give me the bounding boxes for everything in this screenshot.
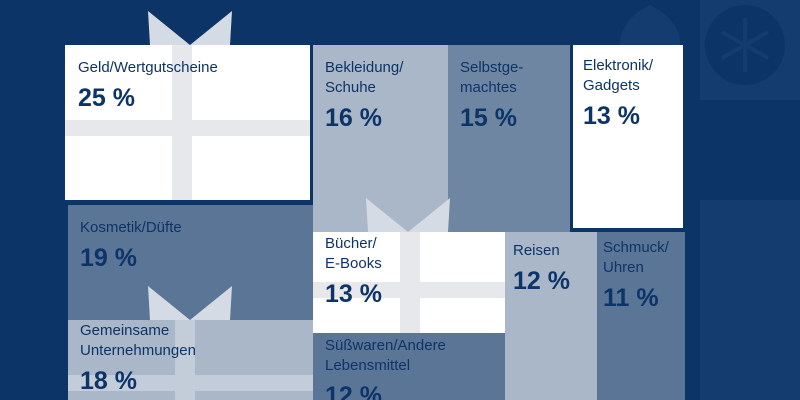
bow: [366, 198, 450, 232]
gift-box: Reisen 12 %: [505, 232, 597, 400]
item-label: machtes: [460, 79, 517, 96]
bow: [148, 11, 232, 45]
item-value: 11 %: [603, 284, 659, 312]
gift-box: Süßwaren/Andere Lebensmittel 12 %: [313, 333, 505, 400]
item-label: Süßwaren/Andere: [325, 337, 446, 354]
gift-box: Elektronik/Gadgets 13 %: [573, 45, 683, 228]
item-value: 12 %: [325, 382, 382, 400]
box: [505, 232, 597, 400]
item-label: Gemeinsame: [80, 322, 169, 339]
item-label: Schuhe: [325, 79, 376, 96]
item-label: Gadgets: [583, 77, 640, 94]
gift-box: Bücher/E-Books 13 %: [313, 198, 505, 333]
gift-box: Bekleidung/Schuhe 16 %: [313, 45, 448, 232]
bow: [148, 286, 232, 320]
item-value: 16 %: [325, 104, 382, 132]
gift-box: Geld/Wertgutscheine 25 %: [65, 11, 310, 200]
box: [448, 45, 570, 232]
item-label: Uhren: [603, 259, 644, 276]
item-label: Selbstge-: [460, 59, 523, 76]
item-value: 12 %: [513, 267, 570, 295]
gift-box: Kosmetik/Düfte 19 %: [68, 205, 313, 320]
gift-box: Schmuck/Uhren 11 %: [597, 232, 685, 400]
item-value: 25 %: [78, 84, 135, 112]
item-value: 18 %: [80, 367, 137, 395]
item-label: Elektronik/: [583, 57, 654, 74]
item-value: 15 %: [460, 104, 517, 132]
decoration: [620, 0, 800, 400]
item-label: Bücher/: [325, 235, 378, 252]
box: [313, 333, 505, 400]
ribbon: [65, 120, 310, 136]
item-value: 19 %: [80, 244, 137, 272]
item-value: 13 %: [583, 102, 640, 130]
box: [313, 45, 448, 232]
item-label: Lebensmittel: [325, 357, 410, 374]
item-label: Kosmetik/Düfte: [80, 219, 182, 236]
item-label: Reisen: [513, 242, 560, 259]
ribbon: [313, 282, 505, 298]
gift-box: Gemeinsame Unternehmungen 18 %: [68, 286, 313, 400]
item-label: Schmuck/: [603, 239, 670, 256]
item-label: Geld/Wertgutscheine: [78, 59, 218, 76]
gift-box: Selbstge-machtes 15 %: [448, 45, 570, 232]
item-label: Bekleidung/: [325, 59, 404, 76]
item-label: E-Books: [325, 255, 382, 272]
box: [573, 45, 683, 228]
box: [68, 205, 313, 320]
ribbon: [68, 375, 313, 391]
item-value: 13 %: [325, 280, 382, 308]
item-label: Unternehmungen: [80, 342, 196, 359]
box: [597, 232, 685, 400]
